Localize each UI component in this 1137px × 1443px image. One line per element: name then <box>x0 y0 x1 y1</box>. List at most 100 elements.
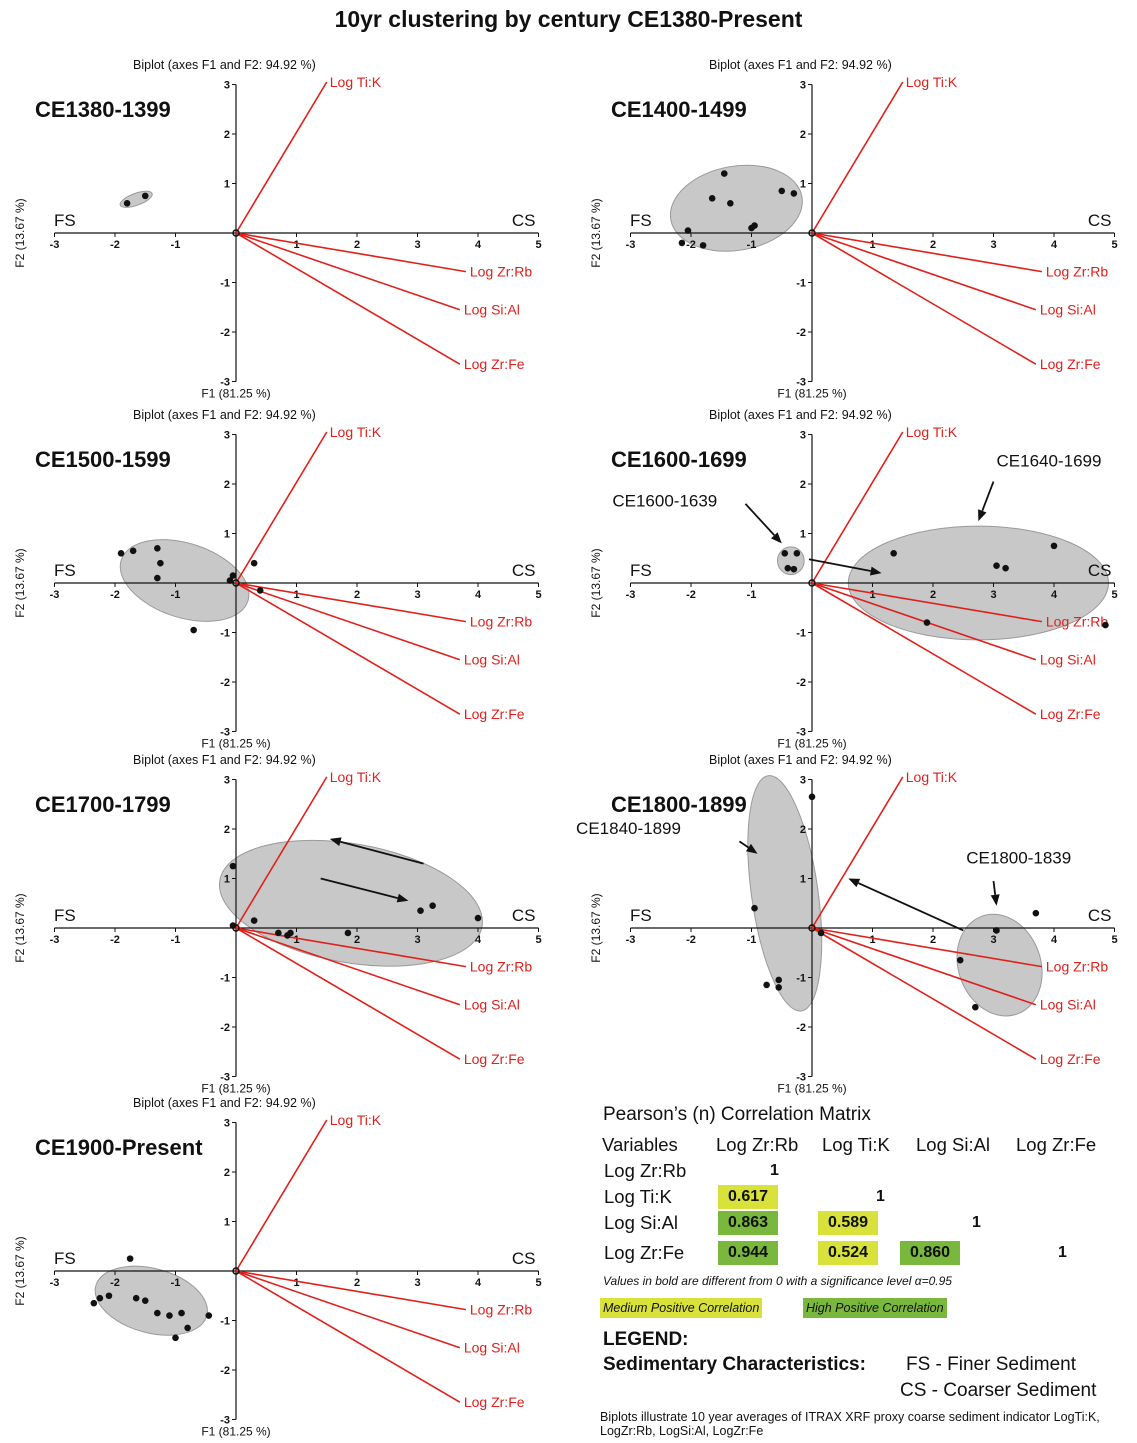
data-point <box>817 929 825 937</box>
data-point <box>751 904 758 912</box>
arrow-head <box>329 837 342 847</box>
data-point <box>720 170 728 177</box>
y-tick-label: 3 <box>224 430 230 442</box>
vector-label: Log Ti:K <box>906 74 958 90</box>
loading-vector <box>811 927 1037 1006</box>
loading-vector <box>811 81 904 234</box>
cluster-ellipse <box>747 775 823 1012</box>
arrow-head <box>869 566 882 576</box>
biplot-panel-1: Biplot (axes F1 and F2: 94.92 %) CE1380-1… <box>0 55 568 401</box>
biplot-svg: Biplot (axes F1 and F2: 94.92 %) CE1400-1… <box>589 58 1118 401</box>
x-tick-label: 5 <box>535 589 541 601</box>
data-point <box>229 922 237 929</box>
y-tick-label: 1 <box>800 179 806 191</box>
x-tick-label: -3 <box>50 239 60 251</box>
x-tick-label: 5 <box>535 934 541 946</box>
y-tick-label: -2 <box>220 1365 230 1377</box>
col-header-zr-rb: Log Zr:Rb <box>716 1134 799 1155</box>
y-tick-label: 2 <box>800 479 806 491</box>
data-point <box>226 577 234 584</box>
x-tick-label: -2 <box>110 589 120 601</box>
data-point <box>154 1309 161 1317</box>
y-tick-label: 2 <box>800 129 806 141</box>
y-tick-label: -1 <box>220 973 230 985</box>
x-tick-label: 4 <box>475 1277 482 1289</box>
data-point <box>781 550 789 557</box>
y-tick-label: -2 <box>220 677 230 689</box>
loading-vector <box>235 81 328 234</box>
loading-vector <box>235 232 461 365</box>
vector-label: Log Zr:Fe <box>1040 1051 1101 1067</box>
vector-label: Log Si:Al <box>464 1340 520 1356</box>
significance-note: Values in bold are different from 0 with… <box>603 1274 952 1288</box>
x-tick-label: 3 <box>990 239 996 251</box>
origin-marker <box>232 1267 240 1275</box>
y-axis-label: F2 (13.67 %) <box>13 1236 27 1305</box>
data-point <box>708 195 716 202</box>
correlation-value: 0.589 <box>818 1211 878 1235</box>
vector-label: Log Zr:Rb <box>470 614 532 630</box>
biplot-svg: Biplot (axes F1 and F2: 94.92 %) CE1800-1… <box>576 753 1118 1096</box>
y-tick-label: 2 <box>224 129 230 141</box>
x-tick-label: -1 <box>171 589 181 601</box>
vector-label: Log Zr:Fe <box>1040 706 1101 722</box>
data-point <box>993 562 1000 569</box>
vector-label: Log Zr:Fe <box>464 706 525 722</box>
panel-title: CE1900-Present <box>35 1135 203 1160</box>
legend-label: Sedimentary Characteristics: <box>603 1354 866 1375</box>
fs-label: FS <box>630 906 652 925</box>
data-point <box>90 1299 98 1307</box>
x-tick-label: -1 <box>171 1277 181 1289</box>
data-point <box>793 550 801 557</box>
vector-label: Log Si:Al <box>1040 997 1096 1013</box>
x-tick-label: -2 <box>110 1277 120 1289</box>
x-tick-label: 3 <box>414 589 420 601</box>
cluster-ellipse <box>218 839 483 967</box>
x-tick-label: -2 <box>110 239 120 251</box>
biplot-label: Biplot (axes F1 and F2: 94.92 %) <box>133 753 316 767</box>
y-tick-label: 2 <box>800 824 806 836</box>
fs-label: FS <box>54 211 76 230</box>
correlation-value: 0.617 <box>718 1185 778 1209</box>
y-tick-label: 3 <box>800 430 806 442</box>
x-tick-label: 5 <box>1111 239 1117 251</box>
y-tick-label: -3 <box>220 1072 230 1084</box>
data-point <box>250 917 258 924</box>
y-tick-label: 3 <box>800 80 806 92</box>
diagonal-value: 1 <box>1058 1244 1067 1261</box>
x-tick-label: 5 <box>1111 589 1117 601</box>
data-point <box>678 239 686 247</box>
x-tick-label: 3 <box>990 589 996 601</box>
trend-arrow <box>981 481 995 512</box>
x-axis-label: F1 (81.25 %) <box>201 387 270 401</box>
biplot-label: Biplot (axes F1 and F2: 94.92 %) <box>709 753 892 767</box>
biplot-panel-2: Biplot (axes F1 and F2: 94.92 %) CE1400-1… <box>576 55 1137 401</box>
data-point <box>1032 909 1040 917</box>
y-tick-label: 3 <box>224 775 230 787</box>
x-tick-label: 2 <box>930 589 936 601</box>
data-point <box>154 574 161 582</box>
data-point <box>956 956 964 964</box>
y-axis-label: F2 (13.67 %) <box>589 198 603 267</box>
x-tick-label: 4 <box>475 239 482 251</box>
origin-marker <box>232 229 240 237</box>
x-tick-label: 5 <box>1111 934 1117 946</box>
vector-label: Log Si:Al <box>464 302 520 318</box>
row-header: Log Ti:K <box>604 1186 672 1207</box>
diagonal-value: 1 <box>972 1214 981 1231</box>
data-point <box>778 187 786 195</box>
data-point <box>923 619 931 626</box>
vector-label: Log Zr:Rb <box>470 264 532 280</box>
loading-vector <box>235 1119 328 1272</box>
panel-title: CE1700-1799 <box>35 792 171 817</box>
y-tick-label: 3 <box>800 775 806 787</box>
y-tick-label: -3 <box>220 1415 230 1427</box>
data-point <box>96 1294 104 1302</box>
data-point <box>229 862 237 870</box>
x-tick-label: 3 <box>414 934 420 946</box>
x-tick-label: -1 <box>747 934 757 946</box>
y-tick-label: -1 <box>796 973 806 985</box>
origin-marker <box>808 229 816 237</box>
x-tick-label: 1 <box>293 934 299 946</box>
correlation-value: 0.860 <box>900 1241 960 1265</box>
